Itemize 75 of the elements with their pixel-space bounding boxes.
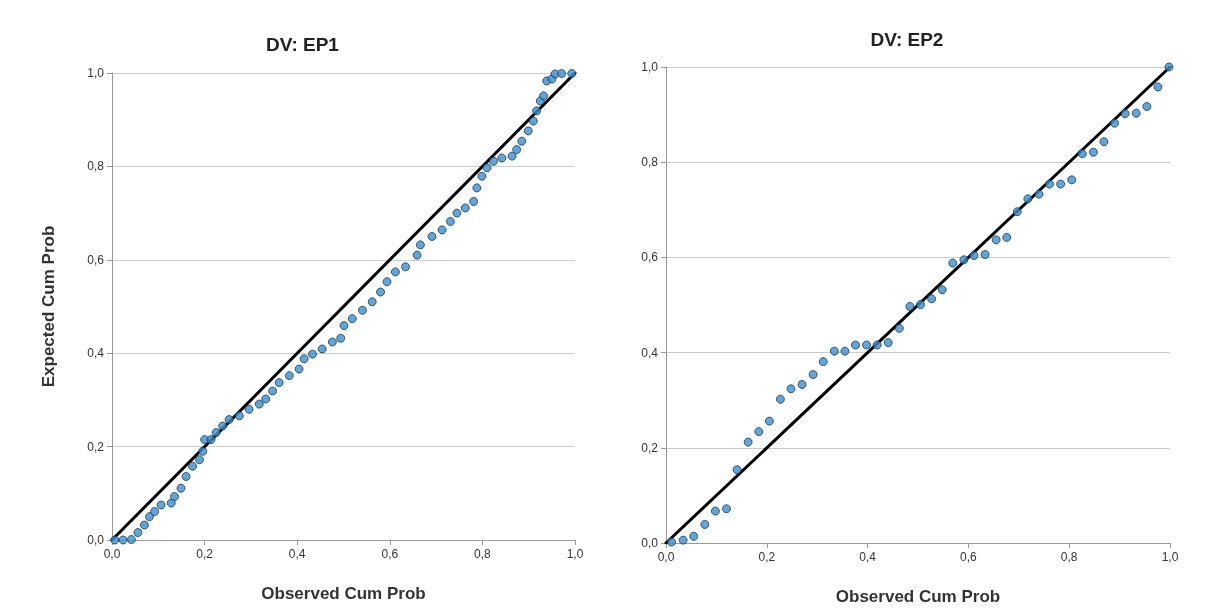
x-tick-label: 0,4 xyxy=(859,550,877,564)
y-axis-title: Expected Cum Prob xyxy=(39,225,58,388)
point xyxy=(818,357,828,367)
point xyxy=(786,384,796,394)
y-tick-label: 0,4 xyxy=(641,345,659,360)
point xyxy=(927,294,937,304)
point xyxy=(1023,194,1033,204)
x-tick-label: 1,0 xyxy=(1161,550,1179,564)
point xyxy=(894,323,904,333)
point xyxy=(678,535,688,545)
point xyxy=(1099,137,1109,147)
x-tick-label: 0,0 xyxy=(103,547,121,561)
x-tick-label: 1,0 xyxy=(566,547,584,561)
x-axis-title: Observed Cum Prob xyxy=(835,587,1001,606)
y-tick-label: 0,6 xyxy=(87,252,105,267)
point xyxy=(916,300,926,310)
point xyxy=(710,506,720,516)
point xyxy=(1045,179,1055,189)
point xyxy=(732,465,742,475)
point xyxy=(775,394,785,404)
point xyxy=(948,258,958,268)
point xyxy=(1002,232,1012,242)
point xyxy=(851,340,860,350)
point xyxy=(991,235,1001,245)
point xyxy=(700,519,710,529)
point xyxy=(1131,108,1141,118)
chart-title: DV: EP2 xyxy=(870,29,944,50)
point xyxy=(1153,82,1163,92)
y-tick-label: 0,4 xyxy=(87,346,105,361)
point xyxy=(1088,147,1098,157)
x-axis-title: Observed Cum Prob xyxy=(261,584,426,603)
point xyxy=(743,437,753,447)
point xyxy=(980,250,990,260)
x-tick-label: 0,0 xyxy=(657,550,675,564)
y-tick-label: 0,2 xyxy=(87,439,105,454)
point xyxy=(689,531,699,541)
x-tick-label: 0,6 xyxy=(381,547,399,561)
point xyxy=(872,340,882,350)
point xyxy=(1012,207,1022,217)
point xyxy=(969,251,979,260)
y-tick-label: 0,8 xyxy=(641,155,659,170)
point xyxy=(797,379,807,389)
y-tick-label: 0,8 xyxy=(87,159,105,174)
y-tick-label: 1,0 xyxy=(87,66,105,80)
y-tick-label: 0,2 xyxy=(641,440,659,455)
x-tick-label: 0,2 xyxy=(196,547,214,561)
x-tick-label: 0,8 xyxy=(474,547,492,561)
point xyxy=(905,301,915,311)
point xyxy=(808,370,818,379)
point xyxy=(1142,102,1152,112)
point xyxy=(754,427,764,437)
x-tick-label: 0,6 xyxy=(960,550,978,564)
point xyxy=(883,338,893,348)
point xyxy=(1077,149,1087,159)
point xyxy=(1056,179,1066,189)
point xyxy=(862,340,872,350)
point xyxy=(764,416,774,426)
y-tick-label: 0,0 xyxy=(641,536,659,550)
y-tick-label: 1,0 xyxy=(641,60,659,74)
point xyxy=(829,346,839,356)
point xyxy=(1164,62,1174,72)
point xyxy=(1034,189,1044,199)
point xyxy=(1110,118,1120,128)
point xyxy=(721,504,731,514)
y-tick-label: 0,6 xyxy=(641,250,659,265)
point xyxy=(937,285,947,295)
point xyxy=(840,346,850,356)
point xyxy=(1067,175,1077,185)
x-tick-label: 0,2 xyxy=(758,550,776,564)
chart-title: DV: EP1 xyxy=(266,34,340,55)
x-tick-label: 0,8 xyxy=(1060,550,1078,564)
x-tick-label: 0,4 xyxy=(288,547,306,561)
point xyxy=(959,255,969,265)
point xyxy=(1120,109,1130,119)
y-tick-label: 0,0 xyxy=(87,533,105,547)
